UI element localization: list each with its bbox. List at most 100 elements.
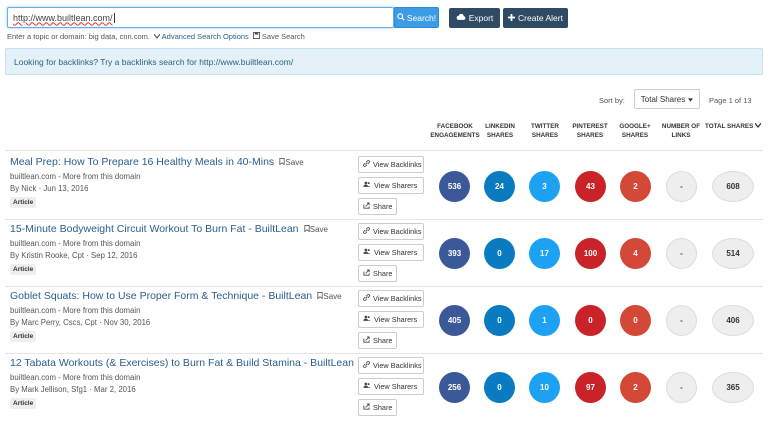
share-label: Share	[373, 403, 393, 412]
col-header-linkedin[interactable]: LINKEDIN SHARES	[477, 122, 523, 140]
page-indicator: Page 1 of 13	[709, 96, 752, 105]
result-byline: By Kristin Rooke, Cpt · Sep 12, 2016	[10, 251, 138, 260]
search-icon	[397, 12, 405, 23]
share-label: Share	[373, 269, 393, 278]
view-backlinks-button[interactable]: View Backlinks	[358, 290, 424, 307]
sort-selected-value: Total Shares	[640, 94, 686, 104]
content-type-badge: Article	[10, 264, 37, 275]
caret-down-icon	[688, 95, 694, 104]
result-byline: By Mark Jellison, Sfg1 · Mar 2, 2016	[10, 385, 136, 394]
pinterest-count: 97	[575, 372, 606, 403]
content-type-badge: Article	[10, 398, 37, 409]
create-alert-button[interactable]: Create Alert	[503, 8, 568, 28]
view-sharers-label: View Sharers	[374, 382, 418, 391]
facebook-count: 405	[439, 305, 470, 336]
googleplus-count: 4	[620, 238, 651, 269]
result-row: 12 Tabata Workouts (& Exercises) to Burn…	[0, 357, 770, 422]
result-title[interactable]: Goblet Squats: How to Use Proper Form & …	[10, 290, 342, 302]
col-header-total-shares[interactable]: TOTAL SHARES	[704, 122, 762, 131]
result-title[interactable]: Meal Prep: How To Prepare 16 Healthy Mea…	[10, 156, 304, 168]
link-icon	[363, 160, 370, 169]
bookmark-icon	[279, 158, 286, 167]
facebook-count: 393	[439, 238, 470, 269]
chevron-down-icon	[153, 32, 161, 41]
result-title[interactable]: 12 Tabata Workouts (& Exercises) to Burn…	[10, 357, 356, 369]
divider	[5, 150, 763, 151]
view-sharers-button[interactable]: View Sharers	[358, 311, 424, 328]
result-title-text: Meal Prep: How To Prepare 16 Healthy Mea…	[10, 156, 275, 168]
export-label: Export	[468, 13, 494, 23]
view-sharers-button[interactable]: View Sharers	[358, 244, 424, 261]
save-search-label: Save Search	[261, 32, 305, 41]
col-header-googleplus[interactable]: GOOGLE+ SHARES	[612, 122, 658, 140]
links-count: -	[666, 305, 697, 336]
more-from-domain-link[interactable]: More from this domain	[62, 239, 141, 248]
col-header-twitter-line2: SHARES	[531, 132, 559, 139]
search-hint: Enter a topic or domain: big data, cnn.c…	[7, 32, 305, 41]
share-button[interactable]: Share	[358, 399, 397, 416]
save-label: Save	[309, 225, 328, 234]
col-header-links[interactable]: NUMBER OF LINKS	[658, 122, 704, 140]
share-icon	[363, 403, 370, 412]
view-backlinks-label: View Backlinks	[373, 294, 422, 303]
export-button[interactable]: Export	[449, 8, 500, 28]
result-title[interactable]: 15-Minute Bodyweight Circuit Workout To …	[10, 223, 328, 235]
save-link[interactable]: Save	[315, 292, 342, 301]
pinterest-count: 0	[575, 305, 606, 336]
save-icon	[252, 32, 260, 41]
total-shares-count: 608	[712, 171, 754, 202]
col-header-pinterest[interactable]: PINTEREST SHARES	[565, 122, 615, 140]
more-from-domain-link[interactable]: More from this domain	[62, 172, 141, 181]
col-header-links-line2: LINKS	[671, 132, 691, 139]
col-header-twitter[interactable]: TWITTER SHARES	[522, 122, 568, 140]
backlinks-info-text[interactable]: Looking for backlinks? Try a backlinks s…	[14, 56, 294, 67]
facebook-count: 256	[439, 372, 470, 403]
plus-icon	[508, 13, 516, 23]
users-icon	[363, 315, 371, 324]
result-byline: By Nick · Jun 13, 2016	[10, 184, 89, 193]
users-icon	[363, 181, 371, 190]
share-button[interactable]: Share	[358, 332, 397, 349]
col-header-googleplus-line1: GOOGLE+	[619, 123, 651, 130]
save-search-link[interactable]: Save Search	[252, 32, 305, 41]
more-from-domain-link[interactable]: More from this domain	[62, 306, 141, 315]
more-from-domain-link[interactable]: More from this domain	[62, 373, 141, 382]
sort-select[interactable]: Total Shares	[634, 89, 700, 109]
col-header-linkedin-line2: SHARES	[486, 132, 514, 139]
result-domain-line: builtlean.com - More from this domain	[10, 373, 141, 382]
linkedin-count: 0	[484, 305, 515, 336]
search-button[interactable]: Search!	[394, 7, 439, 28]
share-label: Share	[373, 202, 393, 211]
search-input[interactable]: http://www.builtlean.com/	[7, 7, 394, 28]
share-button[interactable]: Share	[358, 198, 397, 215]
result-row: Meal Prep: How To Prepare 16 Healthy Mea…	[0, 156, 770, 223]
result-title-text: 15-Minute Bodyweight Circuit Workout To …	[10, 223, 299, 235]
result-domain-line: builtlean.com - More from this domain	[10, 239, 141, 248]
result-domain-line: builtlean.com - More from this domain	[10, 306, 141, 315]
result-row: 15-Minute Bodyweight Circuit Workout To …	[0, 223, 770, 290]
view-sharers-button[interactable]: View Sharers	[358, 378, 424, 395]
view-backlinks-button[interactable]: View Backlinks	[358, 223, 424, 240]
share-icon	[363, 202, 370, 211]
links-count: -	[666, 171, 697, 202]
col-header-linkedin-line1: LINKEDIN	[485, 123, 515, 130]
view-sharers-button[interactable]: View Sharers	[358, 177, 424, 194]
advanced-search-link[interactable]: Advanced Search Options	[153, 32, 249, 41]
col-header-total-line1: TOTAL SHARES	[704, 123, 754, 130]
linkedin-count: 24	[484, 171, 515, 202]
save-link[interactable]: Save	[277, 158, 304, 167]
users-icon	[363, 382, 371, 391]
col-header-facebook[interactable]: FACEBOOK ENGAGEMENTS	[426, 122, 484, 140]
view-sharers-label: View Sharers	[374, 315, 418, 324]
row-divider	[5, 353, 763, 354]
view-backlinks-button[interactable]: View Backlinks	[358, 156, 424, 173]
share-button[interactable]: Share	[358, 265, 397, 282]
googleplus-count: 0	[620, 305, 651, 336]
total-shares-count: 406	[712, 305, 754, 336]
col-header-pinterest-line1: PINTEREST	[572, 123, 608, 130]
row-divider	[5, 219, 763, 220]
facebook-count: 536	[439, 171, 470, 202]
save-link[interactable]: Save	[302, 225, 328, 234]
view-backlinks-button[interactable]: View Backlinks	[358, 357, 424, 374]
pinterest-count: 100	[575, 238, 606, 269]
